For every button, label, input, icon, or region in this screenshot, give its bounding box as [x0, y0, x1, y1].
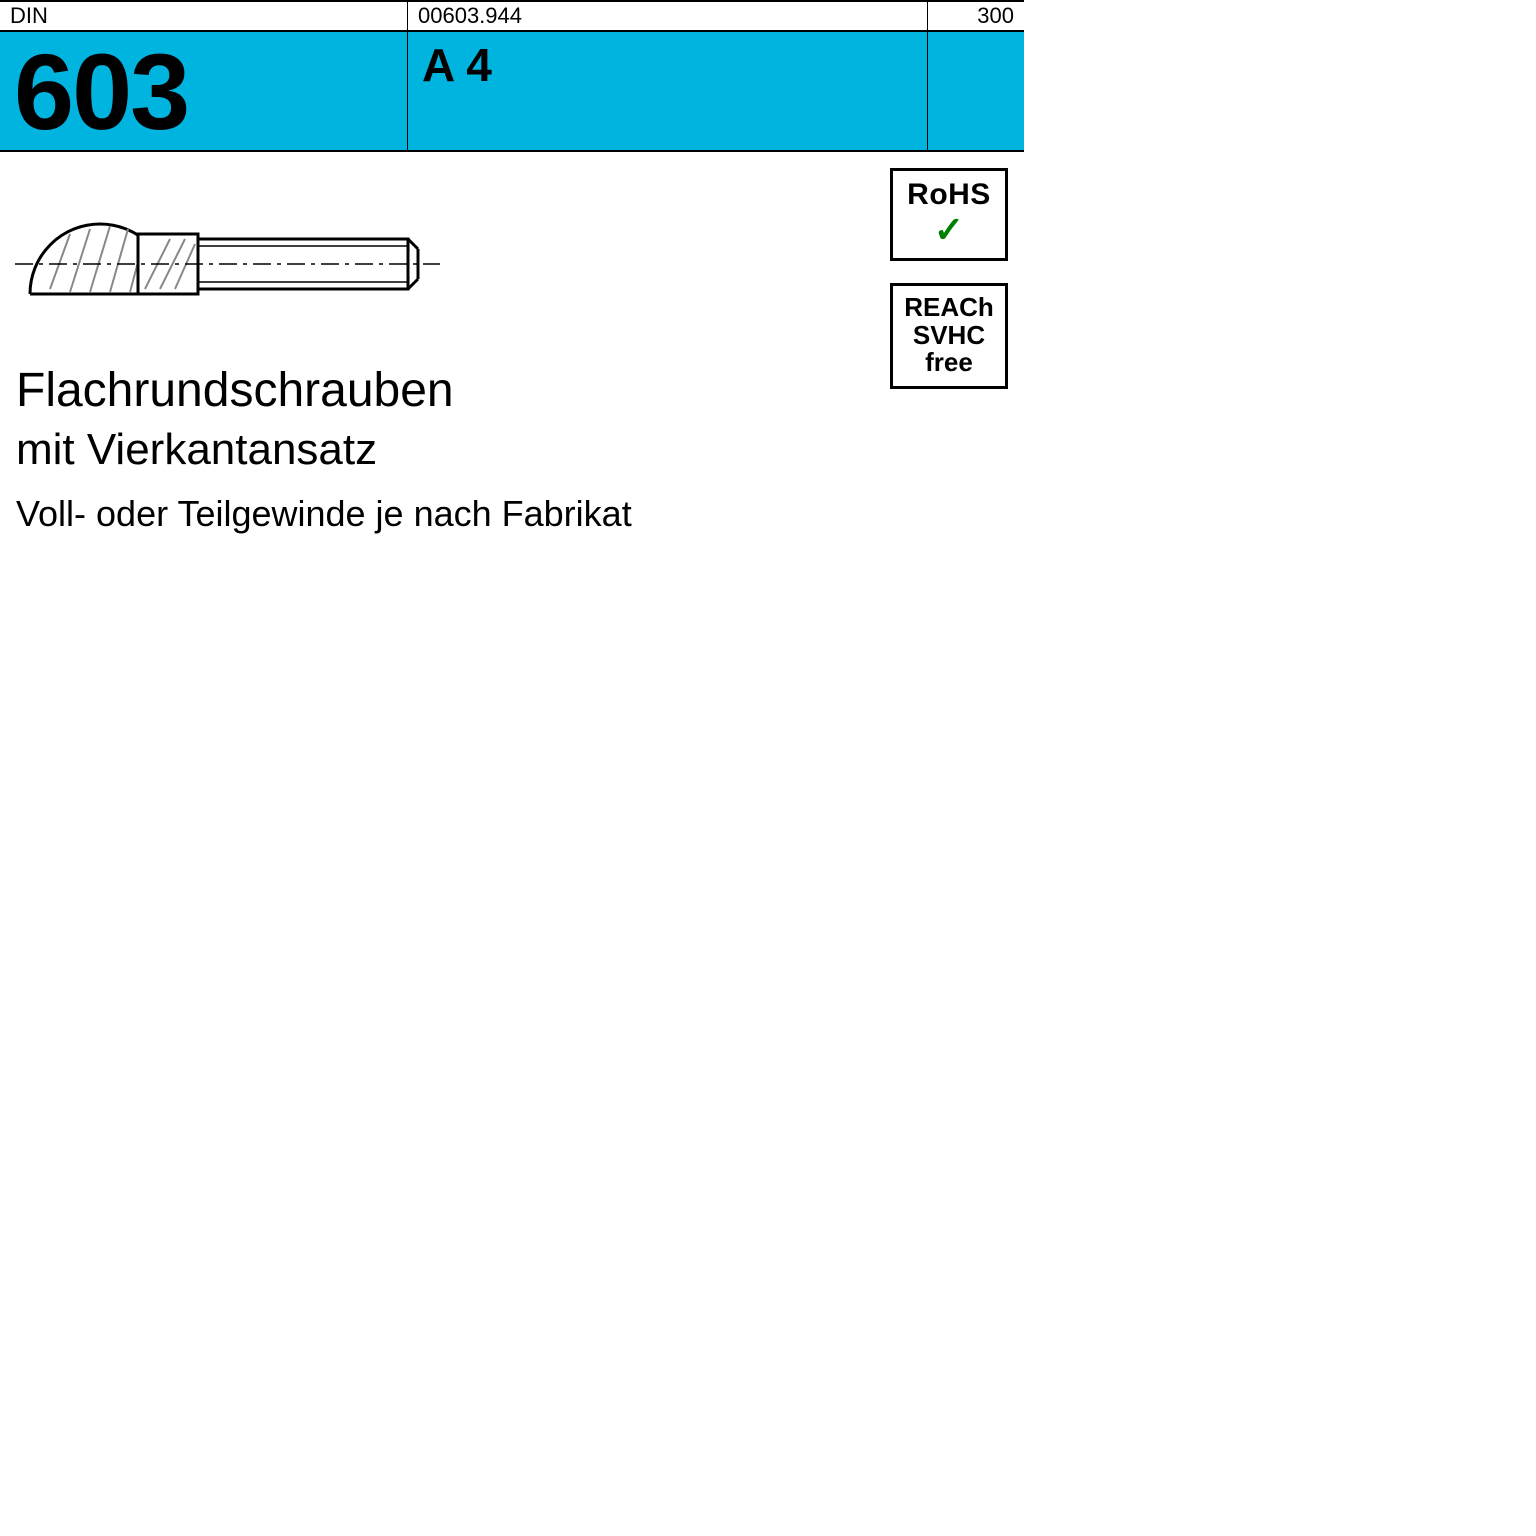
reach-badge: REACh SVHC free [890, 283, 1008, 389]
header-row: DIN 00603.944 300 [0, 0, 1024, 32]
header-quantity: 300 [928, 2, 1024, 30]
standard-band: 603 A 4 [0, 32, 1024, 152]
product-subtitle: mit Vierkantansatz [16, 422, 1008, 477]
carriage-bolt-icon [10, 174, 450, 354]
reach-line1: REACh [897, 294, 1001, 321]
rohs-label: RoHS [897, 179, 1001, 211]
reach-line2: SVHC [897, 322, 1001, 349]
standard-number: 603 [0, 32, 408, 150]
header-article-code: 00603.944 [408, 2, 928, 30]
rohs-badge: RoHS ✓ [890, 168, 1008, 261]
thread-note: Voll- oder Teilgewinde je nach Fabrikat [16, 493, 1008, 535]
compliance-badges: RoHS ✓ REACh SVHC free [890, 168, 1008, 389]
header-standard-label: DIN [0, 2, 408, 30]
diagram-area: RoHS ✓ REACh SVHC free [0, 152, 1024, 362]
reach-line3: free [897, 349, 1001, 376]
product-title: Flachrundschrauben [16, 362, 1008, 420]
description-block: Flachrundschrauben mit Vierkantansatz Vo… [0, 362, 1024, 535]
material-grade: A 4 [408, 32, 928, 150]
check-icon: ✓ [897, 211, 1001, 249]
band-spacer [928, 32, 1024, 150]
datasheet: DIN 00603.944 300 603 A 4 [0, 0, 1024, 1024]
